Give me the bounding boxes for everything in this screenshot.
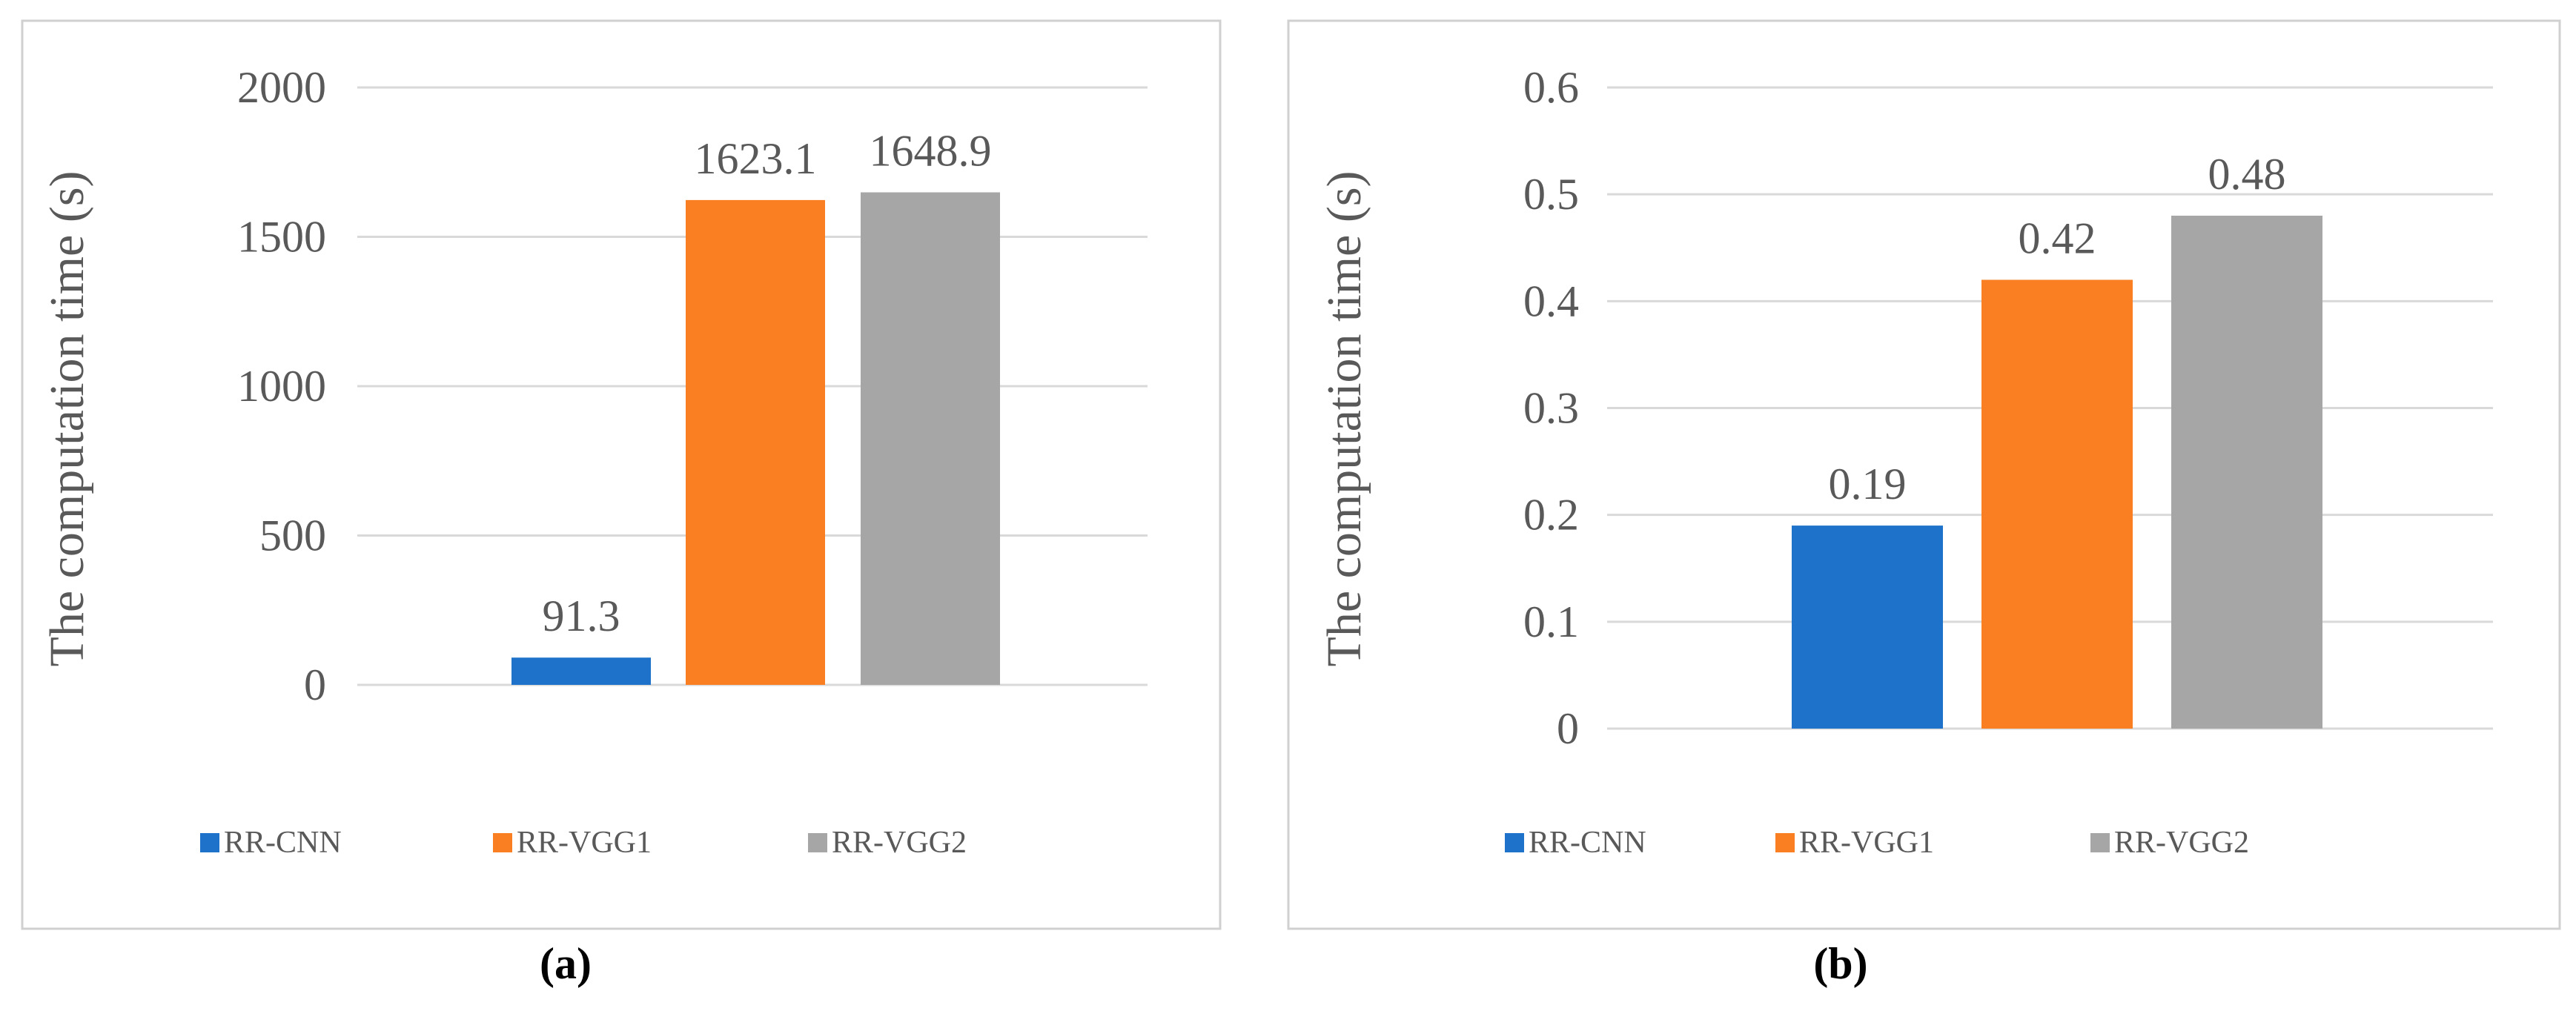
data-label: 0.42 (2019, 214, 2096, 263)
bar-rr-vgg1 (1981, 279, 2133, 729)
bar-rr-vgg2 (2171, 216, 2322, 729)
y-tick-label: 0 (1557, 704, 1579, 753)
chart-frame (21, 19, 1222, 930)
y-tick-label: 0.5 (1523, 170, 1579, 219)
y-tick-label: 1000 (237, 362, 326, 411)
y-axis-label: The computation time (s) (1317, 171, 1371, 667)
data-label: 0.19 (1829, 460, 1907, 508)
legend-label: RR-VGG2 (832, 826, 967, 860)
y-tick-label: 0.4 (1523, 276, 1579, 325)
y-tick-label: 2000 (237, 63, 326, 112)
legend-label: RR-VGG2 (2114, 826, 2249, 860)
bar-rr-vgg1 (686, 199, 825, 685)
chart-panel-b: 0 0.1 0.2 0.3 0.4 0.5 0.6 The computation time … (1286, 0, 2576, 1007)
bar-rr-cnn (1792, 526, 1943, 729)
y-tick-label: 0.3 (1523, 384, 1579, 433)
data-label: 0.48 (2208, 150, 2286, 199)
chart-frame (1287, 19, 2561, 930)
y-axis-label: The computation time (s) (40, 171, 94, 667)
legend-label: RR-VGG1 (517, 826, 652, 860)
data-label: 1623.1 (695, 134, 817, 183)
chart-panel-a: 0 500 1000 1500 2000 The computation time (s)… (0, 0, 1245, 1007)
bar-rr-cnn (511, 657, 651, 685)
figure-caption: (a) (540, 939, 592, 988)
y-tick-label: 1500 (237, 213, 326, 262)
legend-swatch (1775, 833, 1795, 852)
legend-swatch (493, 833, 512, 852)
chart-a: 0 500 1000 1500 2000 The computation time (s)… (21, 19, 1222, 988)
legend-swatch (200, 833, 219, 852)
legend-swatch (1505, 833, 1524, 852)
data-label: 1648.9 (870, 126, 992, 175)
legend-label: RR-CNN (1529, 826, 1646, 860)
legend-label: RR-CNN (224, 826, 342, 860)
data-label: 91.3 (543, 591, 620, 640)
bar-rr-vgg2 (861, 192, 1000, 685)
y-tick-label: 0.2 (1523, 491, 1579, 540)
y-tick-label: 0.1 (1523, 597, 1579, 646)
legend-swatch (808, 833, 827, 852)
chart-b: 0 0.1 0.2 0.3 0.4 0.5 0.6 The computation time … (1287, 19, 2561, 988)
y-tick-label: 0.6 (1523, 63, 1579, 112)
figure-caption: (b) (1813, 939, 1867, 988)
legend-label: RR-VGG1 (1799, 826, 1934, 860)
y-tick-label: 0 (304, 660, 326, 709)
legend-swatch (2090, 833, 2110, 852)
y-tick-label: 500 (259, 511, 326, 560)
